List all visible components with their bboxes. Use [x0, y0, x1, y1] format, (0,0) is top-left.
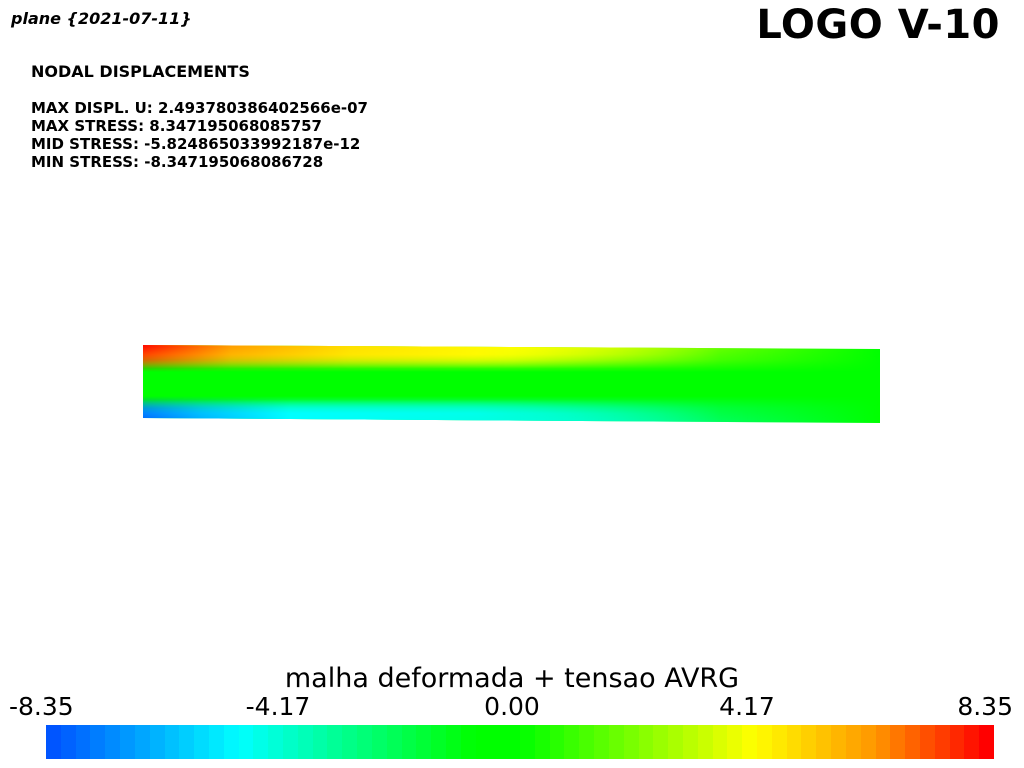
colorbar-swatch — [668, 725, 683, 759]
colorbar-swatch — [268, 725, 283, 759]
colorbar-tick-label: 4.17 — [719, 692, 775, 721]
colorbar-swatch — [90, 725, 106, 759]
colorbar-swatch — [638, 725, 654, 759]
max-displacement-text: MAX DISPL. U: 2.493780386402566e-07 — [31, 99, 368, 117]
colorbar-swatch — [653, 725, 669, 759]
colorbar-swatch — [327, 725, 343, 759]
colorbar-swatch — [194, 725, 209, 759]
colorbar-swatch — [979, 725, 994, 759]
colorbar-swatch — [757, 725, 772, 759]
colorbar-swatch — [431, 725, 446, 759]
colorbar-swatch — [342, 725, 358, 759]
colorbar-swatch — [505, 725, 520, 759]
colorbar-swatch — [283, 725, 298, 759]
section-title: NODAL DISPLACEMENTS — [31, 62, 250, 81]
colorbar-swatch — [386, 725, 402, 759]
colorbar-swatch — [297, 725, 313, 759]
colorbar-swatch — [594, 725, 609, 759]
colorbar-swatch — [875, 725, 891, 759]
colorbar-swatch — [697, 725, 713, 759]
colorbar-swatch — [919, 725, 935, 759]
colorbar-swatch — [75, 725, 91, 759]
colorbar-swatch — [223, 725, 239, 759]
stress-colorbar — [46, 725, 994, 759]
colorbar-swatch — [831, 725, 846, 759]
colorbar-swatch — [801, 725, 817, 759]
colorbar-swatch — [520, 725, 535, 759]
colorbar-swatch — [490, 725, 506, 759]
colorbar-swatch — [534, 725, 550, 759]
colorbar-swatch — [860, 725, 876, 759]
colorbar-swatch — [771, 725, 787, 759]
colorbar-tick-label: -8.35 — [9, 692, 74, 721]
colorbar-swatch — [134, 725, 150, 759]
colorbar-swatch — [371, 725, 387, 759]
mid-stress-text: MID STRESS: -5.824865033992187e-12 — [31, 135, 361, 153]
colorbar-swatch — [401, 725, 417, 759]
max-stress-text: MAX STRESS: 8.347195068085757 — [31, 117, 322, 135]
colorbar-swatch — [179, 725, 195, 759]
min-stress-text: MIN STRESS: -8.347195068086728 — [31, 153, 324, 171]
colorbar-tick-label: 0.00 — [484, 692, 540, 721]
colorbar-tick-label: -4.17 — [245, 692, 311, 721]
colorbar-swatch — [712, 725, 728, 759]
deformed-beam-mesh[interactable] — [143, 345, 880, 423]
colorbar-swatch — [46, 725, 61, 759]
colorbar-swatch — [890, 725, 906, 759]
colorbar-swatch — [608, 725, 624, 759]
colorbar-swatch — [623, 725, 639, 759]
colorbar-swatch — [742, 725, 757, 759]
colorbar-swatch — [964, 725, 980, 759]
colorbar-tick-label: 8.35 — [957, 692, 1013, 721]
colorbar-swatch — [120, 725, 135, 759]
colorbar-swatch — [905, 725, 920, 759]
colorbar-swatch — [564, 725, 580, 759]
colorbar-swatch — [416, 725, 432, 759]
colorbar-swatch — [208, 725, 224, 759]
colorbar-swatch — [238, 725, 254, 759]
colorbar-swatch — [60, 725, 76, 759]
colorbar-title: malha deformada + tensao AVRG — [284, 663, 740, 694]
results-info-panel: NODAL DISPLACEMENTS MAX DISPL. U: 2.4937… — [31, 62, 368, 172]
colorbar-swatch — [786, 725, 802, 759]
colorbar-swatch — [460, 725, 476, 759]
colorbar-swatch — [164, 725, 180, 759]
colorbar-swatch — [682, 725, 698, 759]
colorbar-swatch — [816, 725, 832, 759]
colorbar-swatch — [445, 725, 461, 759]
logo-text: LOGO V-10 — [756, 2, 1000, 48]
colorbar-swatch — [727, 725, 743, 759]
colorbar-swatch — [845, 725, 861, 759]
model-name-label: plane {2021-07-11} — [11, 9, 192, 28]
colorbar-swatch — [149, 725, 165, 759]
colorbar-swatch — [312, 725, 328, 759]
colorbar-swatch — [934, 725, 950, 759]
colorbar-swatch — [475, 725, 491, 759]
colorbar-swatch — [253, 725, 269, 759]
colorbar-swatch — [357, 725, 372, 759]
colorbar-swatch — [579, 725, 595, 759]
colorbar-swatch — [949, 725, 965, 759]
colorbar-swatch — [549, 725, 565, 759]
colorbar-swatch — [105, 725, 121, 759]
